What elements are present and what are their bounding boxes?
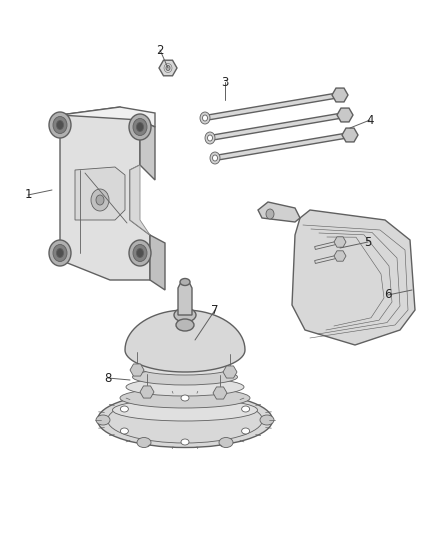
Ellipse shape [133,369,237,385]
Polygon shape [140,386,154,398]
Polygon shape [213,387,227,399]
Ellipse shape [49,112,71,138]
Ellipse shape [200,112,210,124]
Polygon shape [60,107,150,280]
Polygon shape [314,240,340,249]
Ellipse shape [126,378,244,396]
Ellipse shape [242,428,250,434]
Text: 5: 5 [364,236,372,248]
Polygon shape [60,107,155,127]
Ellipse shape [53,117,67,133]
Ellipse shape [57,120,64,130]
Ellipse shape [205,132,215,144]
Ellipse shape [210,152,220,164]
Ellipse shape [96,195,104,205]
Polygon shape [75,167,125,220]
Ellipse shape [133,118,147,135]
Polygon shape [209,112,346,141]
Ellipse shape [166,66,170,70]
Polygon shape [258,202,300,222]
Ellipse shape [91,189,109,211]
Ellipse shape [180,279,190,286]
Polygon shape [223,366,237,378]
Polygon shape [314,255,340,263]
Ellipse shape [208,135,212,141]
Ellipse shape [137,392,151,402]
Polygon shape [342,128,358,142]
Text: 8: 8 [104,372,112,384]
Ellipse shape [212,155,218,161]
Ellipse shape [242,406,250,412]
Text: 2: 2 [156,44,164,56]
Ellipse shape [53,245,67,262]
Ellipse shape [137,438,151,448]
Ellipse shape [181,439,189,445]
Ellipse shape [96,415,110,425]
Ellipse shape [129,114,151,140]
Polygon shape [334,251,346,261]
Polygon shape [337,108,353,122]
Polygon shape [215,133,350,160]
Ellipse shape [260,415,274,425]
Polygon shape [205,93,340,120]
Polygon shape [332,88,348,102]
Polygon shape [178,282,192,315]
Ellipse shape [120,406,128,412]
Polygon shape [292,210,415,345]
Ellipse shape [137,123,144,132]
Ellipse shape [120,428,128,434]
Ellipse shape [219,392,233,402]
Ellipse shape [145,354,225,366]
Polygon shape [130,165,150,235]
Ellipse shape [98,392,272,448]
Text: 3: 3 [221,76,229,88]
Ellipse shape [113,399,258,421]
Ellipse shape [266,209,274,219]
Polygon shape [140,120,155,180]
Ellipse shape [176,319,194,331]
Text: 6: 6 [384,288,392,302]
Polygon shape [150,235,165,290]
Polygon shape [130,364,144,376]
Polygon shape [334,237,346,247]
Ellipse shape [139,361,231,375]
Ellipse shape [181,395,189,401]
Text: 1: 1 [24,189,32,201]
Ellipse shape [129,240,151,266]
Text: 4: 4 [366,114,374,126]
Ellipse shape [151,348,219,358]
Ellipse shape [49,240,71,266]
Ellipse shape [202,115,208,121]
Ellipse shape [174,308,196,322]
Text: 7: 7 [211,303,219,317]
Ellipse shape [133,245,147,262]
Ellipse shape [120,388,250,408]
Polygon shape [125,310,245,372]
Polygon shape [159,60,177,76]
Ellipse shape [137,248,144,257]
Ellipse shape [57,248,64,257]
Ellipse shape [219,438,233,448]
